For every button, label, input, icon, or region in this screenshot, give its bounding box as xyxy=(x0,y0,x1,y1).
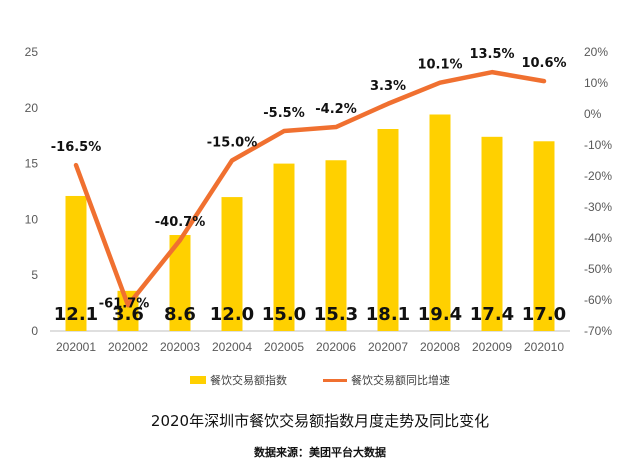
bar-value-label: 17.0 xyxy=(522,304,566,325)
bar-value-label: 17.4 xyxy=(470,304,514,325)
legend-swatch-line xyxy=(323,378,347,382)
y-right-tick-label: -70% xyxy=(584,324,612,338)
bar xyxy=(65,195,87,331)
y-right-tick-label: 10% xyxy=(584,76,608,90)
y-right-tick-label: -20% xyxy=(584,169,612,183)
x-tick-label: 202008 xyxy=(420,340,460,354)
legend-item-bar: 餐饮交易额指数 xyxy=(190,372,287,388)
bar xyxy=(325,160,347,331)
y-right-tick-label: 20% xyxy=(584,45,608,59)
bar xyxy=(169,235,191,331)
x-tick-label: 202006 xyxy=(316,340,356,354)
bar-value-label: 15.0 xyxy=(262,304,306,325)
legend-swatch-bar xyxy=(190,376,206,384)
bar xyxy=(221,197,243,331)
x-tick-label: 202001 xyxy=(56,340,96,354)
y-right-tick-label: -10% xyxy=(584,138,612,152)
bar xyxy=(481,136,503,331)
y-right-tick-label: -30% xyxy=(584,200,612,214)
y-right-tick-label: 0% xyxy=(584,107,602,121)
bar-value-label: 19.4 xyxy=(418,304,462,325)
x-tick-label: 202009 xyxy=(472,340,512,354)
bar-value-label: 12.0 xyxy=(210,304,254,325)
y-left-tick-label: 25 xyxy=(25,45,39,59)
bar-value-label: 18.1 xyxy=(366,304,410,325)
y-left-tick-label: 5 xyxy=(31,268,38,282)
line-value-label: 13.5% xyxy=(469,47,514,62)
bar-value-label: 3.6 xyxy=(112,304,144,325)
y-right-tick-label: -50% xyxy=(584,262,612,276)
line-value-label: 10.6% xyxy=(521,56,566,71)
line-value-label: -15.0% xyxy=(207,136,258,151)
line-value-label: -61.7% xyxy=(99,296,150,311)
y-left-tick-label: 0 xyxy=(31,324,38,338)
data-source: 数据来源：美团平台大数据 xyxy=(254,446,386,459)
bar xyxy=(429,114,451,331)
line-value-label: -5.5% xyxy=(263,106,304,121)
bar-value-label: 8.6 xyxy=(164,304,196,325)
x-tick-label: 202007 xyxy=(368,340,408,354)
line-value-label: 10.1% xyxy=(417,58,462,73)
y-left-tick-label: 15 xyxy=(25,157,39,171)
x-tick-label: 202004 xyxy=(212,340,252,354)
bar-value-label: 12.1 xyxy=(54,304,98,325)
y-right-tick-label: -60% xyxy=(584,293,612,307)
line-value-label: -16.5% xyxy=(51,140,102,155)
legend-label-bar: 餐饮交易额指数 xyxy=(210,374,287,387)
x-tick-label: 202010 xyxy=(524,340,564,354)
x-tick-label: 202002 xyxy=(108,340,148,354)
y-right-tick-label: -40% xyxy=(584,231,612,245)
bar-value-label: 15.3 xyxy=(314,304,358,325)
line-value-label: 3.3% xyxy=(370,79,406,94)
y-left-tick-label: 20 xyxy=(25,101,39,115)
bar xyxy=(273,163,295,331)
chart-title: 2020年深圳市餐饮交易额指数月度走势及同比变化 xyxy=(150,412,490,430)
legend-label-line: 餐饮交易额同比增速 xyxy=(351,374,450,387)
bar xyxy=(377,129,399,331)
line-value-label: -4.2% xyxy=(315,102,356,117)
growth-line xyxy=(73,69,547,308)
x-tick-label: 202005 xyxy=(264,340,304,354)
line-value-label: -40.7% xyxy=(155,215,206,230)
legend-item-line: 餐饮交易额同比增速 xyxy=(323,372,450,388)
bar xyxy=(533,141,555,331)
y-left-tick-label: 10 xyxy=(25,212,39,226)
combo-chart: 0 5 10 15 20 25 -70% -60% -50% -40% -30% -20% -10% 0%… xyxy=(25,45,613,354)
x-tick-label: 202003 xyxy=(160,340,200,354)
legend: 餐饮交易额指数 餐饮交易额同比增速 xyxy=(0,372,640,388)
